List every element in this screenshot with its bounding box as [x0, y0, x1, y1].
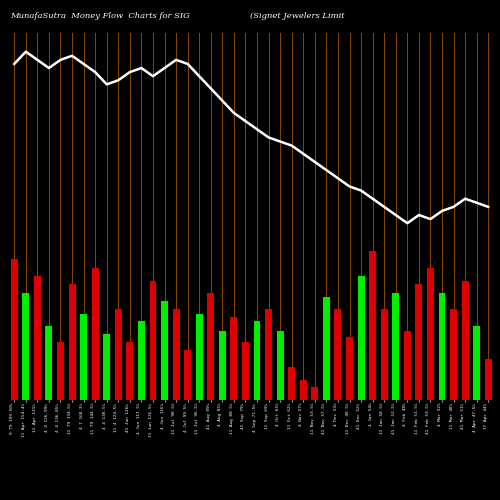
- Bar: [126, 342, 134, 400]
- Bar: [485, 358, 492, 400]
- Bar: [57, 342, 64, 400]
- Bar: [138, 320, 145, 400]
- Text: (Signet Jewelers Limit: (Signet Jewelers Limit: [250, 12, 344, 20]
- Bar: [150, 281, 156, 400]
- Bar: [288, 367, 295, 400]
- Bar: [115, 309, 122, 400]
- Bar: [438, 292, 446, 400]
- Bar: [369, 251, 376, 400]
- Bar: [161, 301, 168, 400]
- Bar: [323, 298, 330, 400]
- Bar: [11, 260, 18, 400]
- Bar: [312, 387, 318, 400]
- Bar: [380, 309, 388, 400]
- Bar: [462, 281, 468, 400]
- Bar: [358, 276, 364, 400]
- Bar: [254, 320, 260, 400]
- Bar: [104, 334, 110, 400]
- Bar: [346, 337, 353, 400]
- Bar: [22, 292, 30, 400]
- Bar: [172, 309, 180, 400]
- Bar: [334, 309, 342, 400]
- Bar: [392, 292, 399, 400]
- Bar: [473, 326, 480, 400]
- Bar: [242, 342, 249, 400]
- Bar: [68, 284, 75, 400]
- Bar: [404, 330, 411, 400]
- Bar: [80, 314, 87, 400]
- Bar: [219, 330, 226, 400]
- Bar: [450, 309, 457, 400]
- Text: MunafaSutra  Money Flow  Charts for SIG: MunafaSutra Money Flow Charts for SIG: [10, 12, 190, 20]
- Bar: [265, 309, 272, 400]
- Bar: [416, 284, 422, 400]
- Bar: [184, 350, 191, 400]
- Bar: [230, 318, 237, 400]
- Bar: [300, 380, 306, 400]
- Bar: [34, 276, 41, 400]
- Bar: [46, 326, 52, 400]
- Bar: [196, 314, 202, 400]
- Bar: [276, 330, 283, 400]
- Bar: [208, 292, 214, 400]
- Bar: [92, 268, 98, 400]
- Bar: [427, 268, 434, 400]
